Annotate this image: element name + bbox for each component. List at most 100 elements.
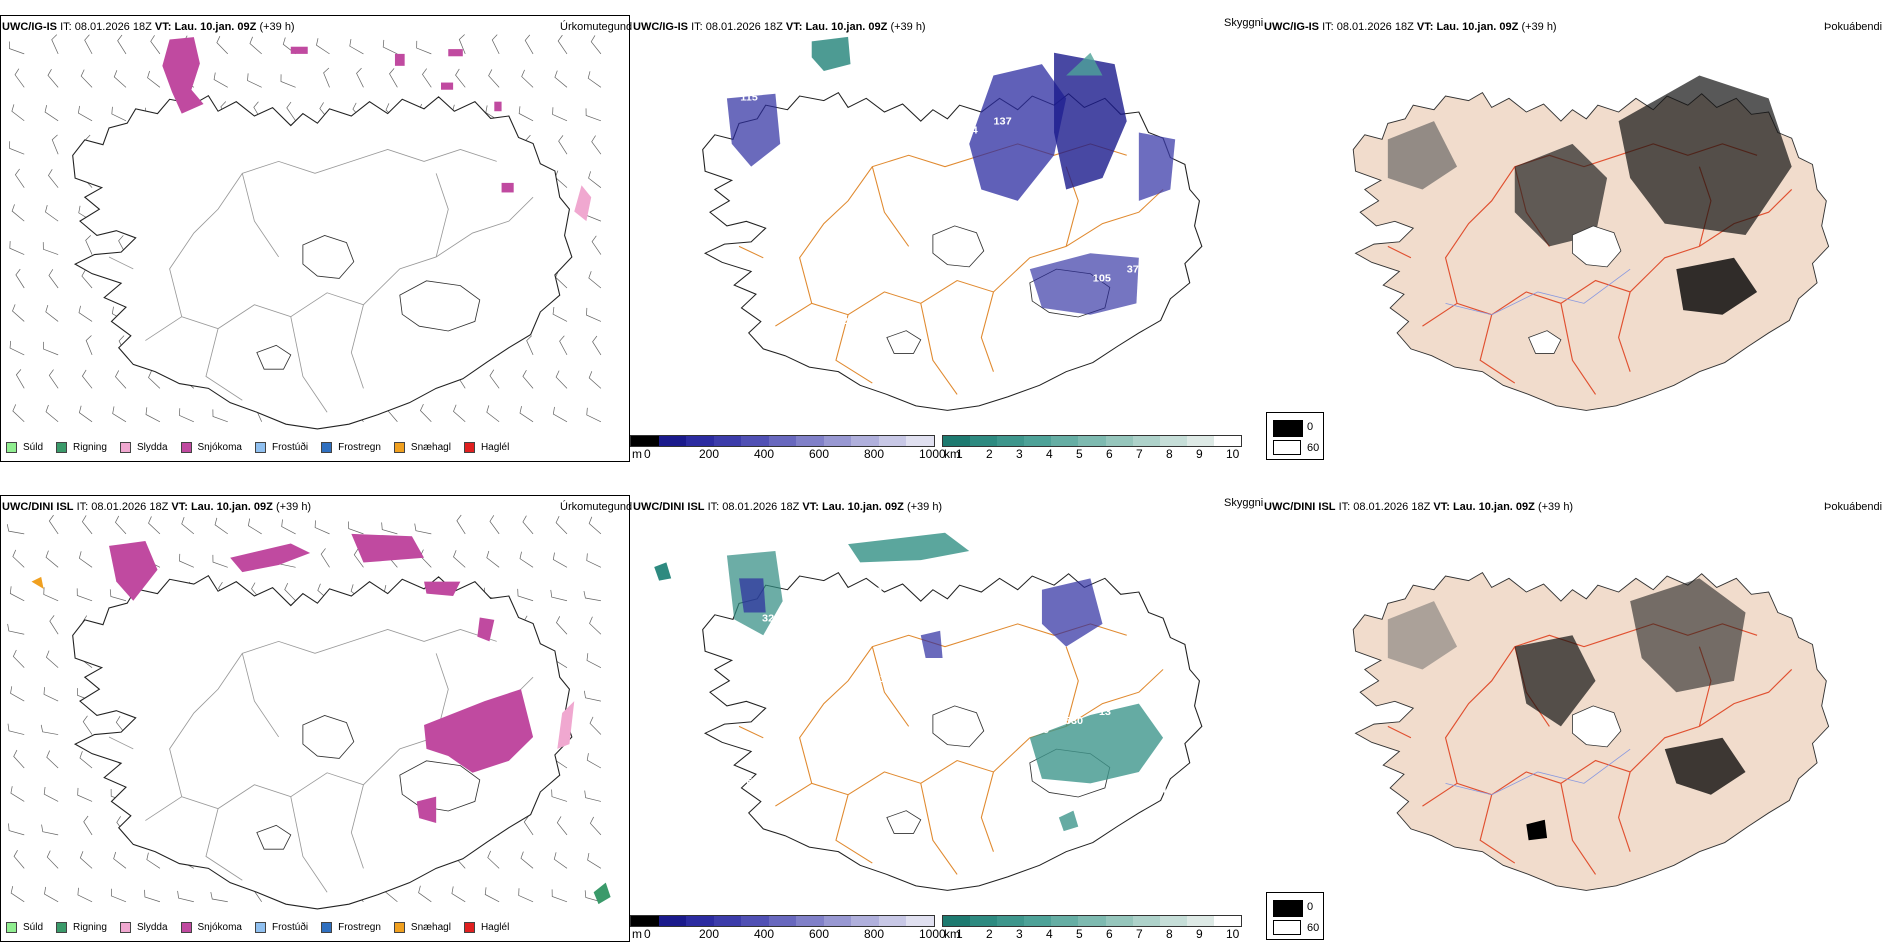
legend-label: Haglél	[480, 922, 510, 933]
wind-barb	[591, 235, 602, 255]
wind-barb	[85, 335, 93, 356]
wind-barb	[7, 623, 25, 635]
colorbar-segment	[1051, 436, 1079, 446]
ceiling-label: 105	[808, 74, 826, 86]
wind-barb	[45, 550, 59, 568]
lead-time: (+39 h)	[275, 501, 312, 513]
rain-area	[593, 882, 611, 905]
wind-barb	[79, 851, 93, 869]
wind-barb	[247, 73, 262, 88]
colorbar-tick: 0	[644, 447, 651, 461]
legend-swatch	[56, 922, 68, 933]
wind-barb	[356, 67, 364, 88]
wind-barb	[586, 753, 602, 769]
wind-barb	[11, 204, 25, 222]
wind-barb	[587, 71, 602, 88]
colorbar-tick: 7	[1136, 927, 1143, 941]
wind-barb	[552, 107, 568, 122]
colorbar-segment	[943, 916, 971, 926]
legend-swatch	[6, 442, 17, 453]
wind-barb	[586, 407, 602, 423]
sleet-area	[574, 185, 592, 222]
model-name: UWC/DINI ISL	[2, 501, 74, 513]
colorbar-tick: 400	[754, 927, 775, 941]
legend-label: 0	[1307, 901, 1314, 913]
colorbar-segment	[878, 436, 907, 446]
wind-barb	[112, 406, 127, 423]
wind-barb	[12, 549, 25, 568]
run-header: UWC/IG-IS IT: 08.01.2026 18Z VT: Lau. 10…	[1264, 21, 1557, 33]
precip-frame	[0, 15, 630, 462]
low-ceiling-area	[1054, 52, 1127, 190]
ceiling-label: 50	[892, 143, 904, 155]
colorbar-tick: 8	[1166, 447, 1173, 461]
wind-barb	[212, 554, 228, 568]
run-header: UWC/IG-IS IT: 08.01.2026 18Z VT: Lau. 10…	[2, 21, 295, 33]
wind-barb	[353, 548, 364, 568]
legend-label: Slydda	[136, 922, 168, 933]
colorbar-tick: 600	[809, 927, 830, 941]
wind-barb	[214, 517, 228, 535]
wind-barb	[49, 615, 59, 635]
cloud-map	[1352, 75, 1830, 411]
wind-barb	[521, 69, 534, 88]
wind-barb	[78, 305, 93, 322]
wind-barb	[586, 307, 602, 322]
colorbar-segment	[878, 916, 907, 926]
wind-barb	[179, 408, 194, 423]
legend-item-6: Snæhagl	[393, 922, 451, 933]
ceiling-vis-map: 115 157 134 105 34 50 97 37 105 107 133 137 208 124 39…	[702, 36, 1203, 411]
ceiling-label: 107	[926, 134, 944, 146]
colorbar-segment	[997, 436, 1025, 446]
legend-swatch	[321, 922, 333, 933]
legend-label: Rigning	[73, 442, 107, 453]
ceiling-label: 17	[758, 246, 770, 258]
it-label: IT:	[691, 21, 703, 33]
wind-barb	[43, 587, 59, 602]
wind-barb	[519, 551, 534, 568]
wind-barb	[148, 516, 161, 535]
wind-barb	[13, 850, 25, 869]
ceiling-label: 854	[1149, 785, 1167, 797]
wind-barb	[281, 519, 296, 535]
wind-barb	[414, 523, 432, 535]
it-value: 08.01.2026 18Z	[1353, 501, 1431, 513]
wind-barb	[45, 205, 59, 222]
colorbar-tick: 2	[986, 447, 993, 461]
snow-area	[394, 53, 405, 66]
legend-item-3: Snjókoma	[180, 442, 242, 453]
colorbar-tick: 1	[956, 927, 963, 941]
wind-barb	[80, 69, 93, 88]
legend-label: Slydda	[136, 442, 168, 453]
wind-barb	[44, 886, 59, 903]
ceiling-colorbar	[630, 435, 935, 447]
low-vis-area	[1029, 703, 1164, 784]
wind-barb	[145, 407, 161, 423]
colorbar-segment	[631, 436, 659, 446]
it-value: 08.01.2026 18Z	[705, 21, 783, 33]
ceiling-label: 134	[975, 213, 993, 225]
snow-area	[290, 46, 308, 54]
ceiling-unit: m	[632, 927, 642, 941]
wind-barb	[9, 141, 25, 155]
it-value: 08.01.2026 18Z	[74, 21, 152, 33]
wind-barb	[51, 134, 59, 155]
wind-barb	[419, 549, 432, 568]
legend-swatch	[254, 442, 266, 453]
colorbar-segment	[1024, 436, 1052, 446]
colorbar-tick: 8	[1166, 927, 1173, 941]
legend-item-2: Slydda	[119, 442, 168, 453]
wind-barb	[15, 369, 25, 389]
colorbar-segment	[1186, 436, 1214, 446]
wind-barb	[552, 552, 568, 568]
legend-label: Frostúði	[271, 442, 309, 453]
wind-barb	[489, 515, 500, 535]
wind-barb	[78, 551, 93, 568]
low-vis-area	[1066, 52, 1103, 76]
colorbar-segment	[796, 436, 824, 446]
wind-barb	[550, 589, 568, 602]
colorbar-tick: 5	[1076, 927, 1083, 941]
precip-legend: Súld Rigning Slydda Snjókoma Frostúði Frostre…	[6, 442, 522, 453]
precip-frame	[0, 495, 630, 942]
wind-barb	[115, 370, 127, 389]
